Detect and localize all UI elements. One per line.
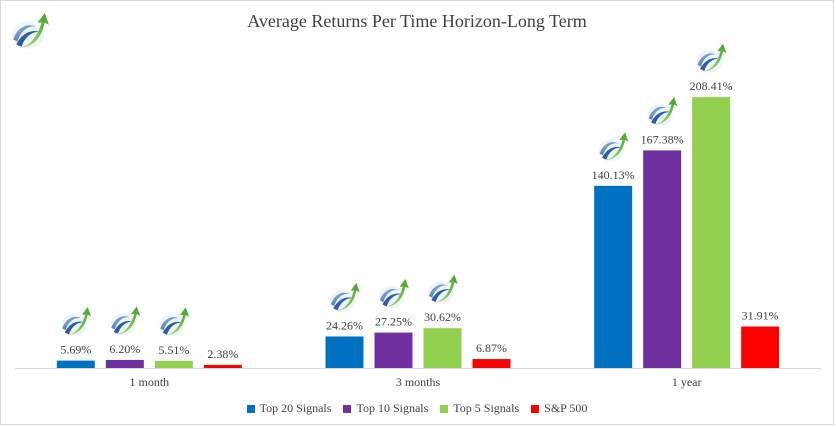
legend-swatch (440, 404, 449, 413)
arrow-logo-icon (12, 13, 49, 49)
bar (692, 97, 731, 368)
arrow-logo-icon (159, 307, 190, 337)
arrow-logo-icon (110, 306, 141, 336)
bar (203, 364, 242, 368)
arrow-logo-icon (428, 274, 458, 304)
legend-item: Top 20 Signals (246, 401, 332, 416)
bar (741, 326, 780, 368)
arrow-logo-icon (598, 132, 629, 162)
arrow-logo-icon (696, 43, 727, 73)
chart-legend: Top 20 Signals Top 10 Signals Top 5 Signal… (1, 401, 833, 416)
data-label: 31.91% (742, 309, 779, 323)
legend-label: Top 5 Signals (453, 401, 520, 415)
arrow-logo-icon (647, 96, 678, 126)
data-label: 30.62% (424, 310, 461, 324)
bar (423, 328, 462, 368)
bar (643, 150, 682, 368)
data-label: 5.51% (158, 343, 189, 357)
bar-chart: 5.69% 6.20% 5.51% 2.38% 24.26% 27.25% 30.62% 6.… (15, 43, 821, 389)
bar (56, 360, 95, 368)
data-label: 208.41% (690, 79, 733, 93)
bar (594, 185, 633, 368)
data-label: 5.69% (60, 343, 91, 357)
arrow-logo-icon (379, 279, 409, 309)
legend-label: S&P 500 (544, 401, 588, 415)
x-tick-label: 1 month (129, 375, 169, 389)
data-label: 6.20% (109, 342, 140, 356)
bar (472, 359, 511, 368)
arrow-logo-icon (330, 283, 360, 312)
bar (325, 336, 364, 368)
data-label: 2.38% (207, 347, 238, 361)
legend-label: Top 20 Signals (259, 401, 332, 415)
arrow-logo-icon (61, 307, 92, 337)
legend-label: Top 10 Signals (356, 401, 429, 415)
legend-item: Top 10 Signals (343, 401, 428, 416)
x-tick-label: 3 months (396, 375, 441, 389)
data-label: 6.87% (476, 341, 507, 355)
legend-swatch (343, 404, 352, 413)
chart-title: Average Returns Per Time Horizon-Long Te… (247, 11, 587, 31)
bar (374, 332, 413, 368)
legend-item: S&P 500 (531, 401, 587, 416)
bar (105, 359, 144, 368)
data-label: 27.25% (375, 315, 412, 329)
data-label: 140.13% (592, 168, 635, 182)
legend-swatch (531, 404, 540, 413)
legend-item: Top 5 Signals (440, 401, 519, 416)
x-tick-label: 1 year (672, 375, 702, 389)
data-label: 24.26% (326, 318, 363, 332)
bar (154, 360, 193, 368)
data-label: 167.38% (641, 132, 684, 146)
legend-swatch (246, 404, 255, 413)
